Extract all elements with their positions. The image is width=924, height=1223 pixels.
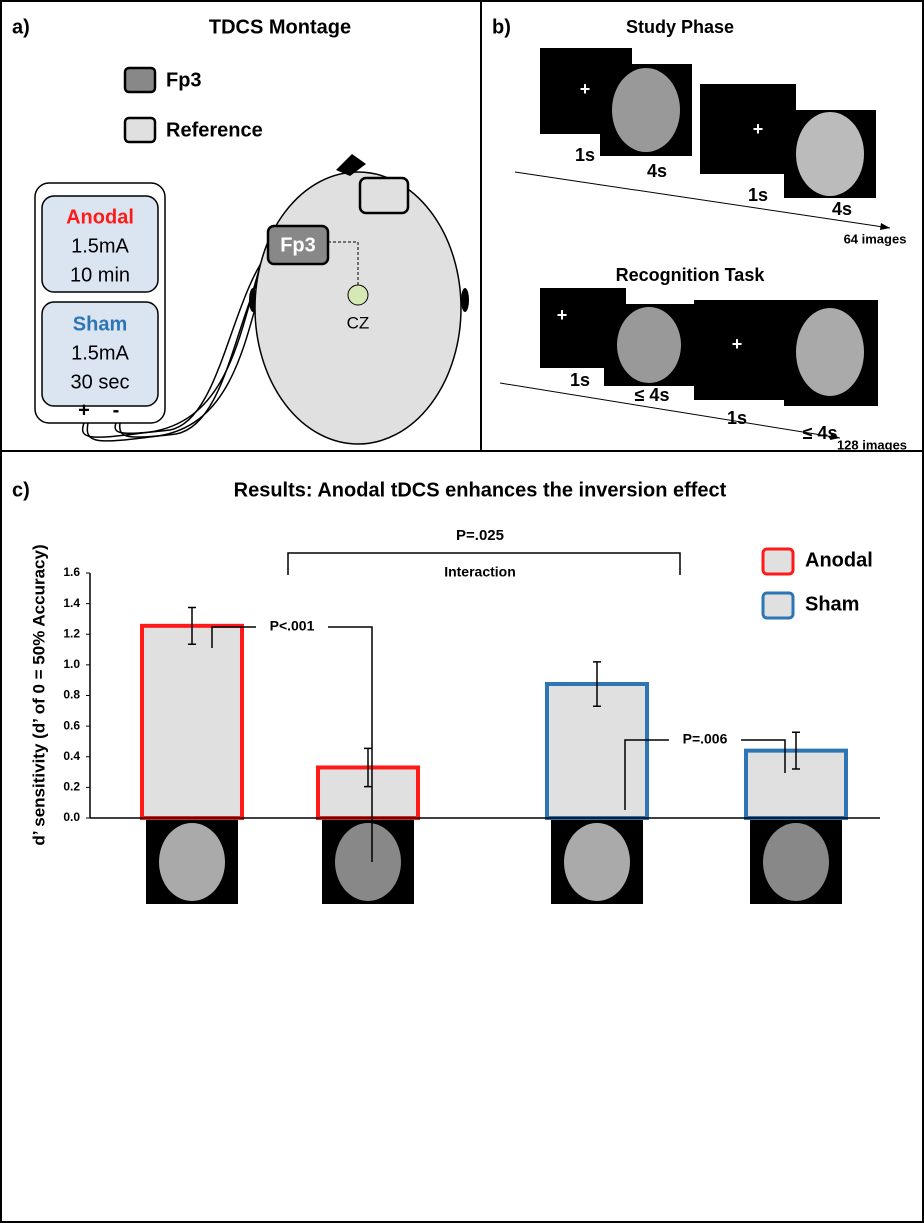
arrow: [880, 223, 890, 230]
face: [159, 823, 225, 901]
annotation: P=.006: [683, 731, 728, 747]
duration: 4s: [647, 161, 667, 181]
legend-swatch: [125, 68, 155, 92]
y-tick-label: 1.6: [63, 565, 80, 579]
legend-label: Reference: [166, 119, 263, 141]
bar: [142, 626, 242, 818]
legend-swatch: [125, 118, 155, 142]
legend-label: Anodal: [805, 549, 873, 571]
cz-site: [348, 285, 368, 305]
face: [564, 823, 630, 901]
y-tick-label: 0.0: [63, 810, 80, 824]
face: [617, 307, 681, 383]
y-tick-label: 0.4: [63, 749, 80, 763]
chart-title: Results: Anodal tDCS enhances the invers…: [234, 479, 727, 501]
legend-label: Sham: [805, 593, 859, 615]
annotation: P<.001: [270, 618, 315, 634]
duration: 10 min: [70, 264, 130, 286]
y-tick-label: 1.4: [63, 596, 80, 610]
figure: a) TDCS Montage Fp3 Reference Anodal 1.5…: [0, 0, 924, 1223]
duration: 30 sec: [71, 371, 130, 393]
panel-title: Recognition Task: [616, 265, 766, 285]
fixation-cross: +: [732, 334, 743, 354]
fixation-cross: +: [580, 79, 591, 99]
image-count: 64 images: [844, 231, 907, 246]
y-tick-label: 0.6: [63, 718, 80, 732]
duration: ≤ 4s: [635, 385, 670, 405]
duration: 1s: [748, 185, 768, 205]
face: [335, 823, 401, 901]
face: [796, 308, 864, 396]
duration: 1s: [570, 370, 590, 390]
current: 1.5mA: [71, 342, 129, 364]
duration: ≤ 4s: [803, 423, 838, 443]
y-tick-label: 1.2: [63, 626, 80, 640]
panel-label: a): [12, 16, 30, 38]
panel-label: b): [492, 16, 511, 38]
y-tick-label: 0.2: [63, 780, 80, 794]
reference-electrode: [360, 178, 408, 213]
head: [255, 172, 461, 444]
face: [796, 112, 864, 196]
cz-label: CZ: [347, 313, 370, 332]
polarity: -: [113, 399, 120, 421]
condition-name: Sham: [73, 313, 127, 335]
legend-label: Fp3: [166, 69, 202, 91]
annotation: P=.025: [456, 527, 504, 544]
electrode-label: Fp3: [280, 234, 316, 256]
condition-name: Anodal: [66, 206, 134, 228]
legend-swatch: [763, 593, 793, 618]
image-count: 128 images: [837, 437, 907, 452]
y-tick-label: 1.0: [63, 657, 80, 671]
fixation-cross: +: [557, 305, 568, 325]
legend-swatch: [763, 549, 793, 574]
y-tick-label: 0.8: [63, 688, 80, 702]
y-axis-label: d’ sensitivity (d’ of 0 = 50% Accuracy): [29, 544, 48, 845]
face: [763, 823, 829, 901]
fixation-cross: +: [753, 119, 764, 139]
duration: 4s: [832, 199, 852, 219]
duration: 1s: [727, 408, 747, 428]
fixation-screen: [700, 84, 796, 174]
face: [612, 68, 680, 152]
panel-title: TDCS Montage: [209, 16, 351, 38]
current: 1.5mA: [71, 235, 129, 257]
panel-a: a) TDCS Montage Fp3 Reference Anodal 1.5…: [12, 16, 469, 444]
panel-b: b) Study Phase + + 1s 4s 1s 4s 64 images…: [492, 16, 907, 452]
ear: [461, 288, 469, 312]
duration: 1s: [575, 145, 595, 165]
panel-title: Study Phase: [626, 17, 734, 37]
annotation: Interaction: [444, 564, 516, 580]
polarity: +: [78, 399, 90, 421]
panel-label: c): [12, 479, 30, 501]
